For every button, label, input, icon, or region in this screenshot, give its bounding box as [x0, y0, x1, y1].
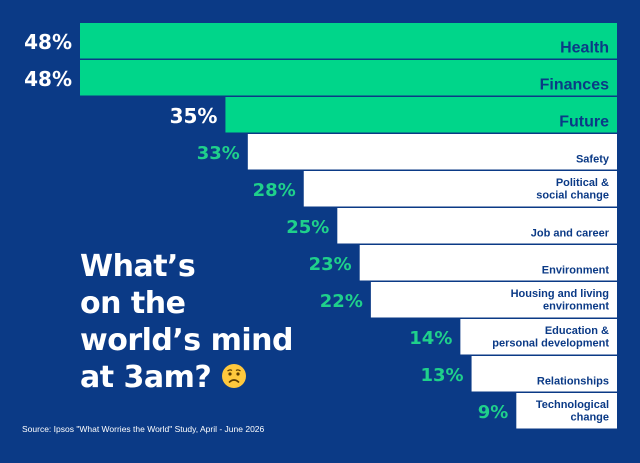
- value-label: 48%: [24, 67, 72, 91]
- bar: [370, 282, 617, 318]
- category-label: Housing and living environment: [511, 288, 610, 313]
- value-label: 9%: [478, 402, 509, 423]
- bar: [80, 23, 617, 59]
- value-label: 13%: [420, 365, 463, 386]
- category-label: Job and career: [531, 228, 610, 240]
- value-label: 28%: [253, 180, 296, 201]
- bar-row: 9% Technological change: [478, 393, 617, 429]
- headline: What’s on the world’s mind at 3am?: [80, 248, 293, 396]
- value-label: 14%: [409, 328, 452, 349]
- value-label: 22%: [320, 291, 363, 312]
- value-label: 35%: [170, 104, 218, 128]
- category-label: Future: [559, 114, 609, 131]
- bar: [471, 356, 617, 392]
- category-label: Education & personal development: [492, 325, 609, 350]
- bar-row: 14% Education & personal development: [409, 319, 617, 355]
- value-label: 25%: [286, 217, 329, 238]
- bar: [359, 245, 617, 281]
- headline-line-4-wrap: at 3am?: [80, 359, 293, 396]
- category-label: Health: [560, 40, 609, 57]
- bar-row: 23% Environment: [309, 245, 617, 281]
- bar-row: 28% Political & social change: [253, 171, 617, 207]
- bar: [247, 134, 617, 170]
- category-label: Political & social change: [536, 177, 609, 202]
- category-label: Safety: [576, 154, 610, 166]
- bar: [303, 171, 617, 207]
- headline-line-3: world’s mind: [80, 323, 293, 358]
- bar-row: 35% Future: [170, 97, 617, 133]
- source-note: Source: Ipsos "What Worries the World" S…: [22, 424, 265, 434]
- value-label: 23%: [309, 254, 352, 275]
- bar: [225, 97, 617, 133]
- category-label: Finances: [540, 77, 609, 94]
- bar-row: 48% Health: [24, 23, 617, 59]
- category-label: Technological change: [536, 399, 609, 424]
- bar-row: 22% Housing and living environment: [320, 282, 617, 318]
- bar: [460, 319, 617, 355]
- bar-row: 13% Relationships: [420, 356, 617, 392]
- bar-row: 48% Finances: [24, 60, 617, 96]
- headline-line-1: What’s: [80, 249, 196, 284]
- value-label: 33%: [197, 143, 240, 164]
- bar: [80, 60, 617, 96]
- bar-row: 33% Safety: [197, 134, 617, 170]
- value-label: 48%: [24, 30, 72, 54]
- bar-row: 25% Job and career: [286, 208, 617, 244]
- bar: [516, 393, 617, 429]
- category-label: Relationships: [537, 376, 609, 388]
- category-label: Environment: [542, 265, 610, 277]
- bar: [337, 208, 617, 244]
- headline-line-4: at 3am?: [80, 360, 212, 395]
- headline-line-2: on the: [80, 286, 186, 321]
- worried-face-icon: [222, 364, 247, 388]
